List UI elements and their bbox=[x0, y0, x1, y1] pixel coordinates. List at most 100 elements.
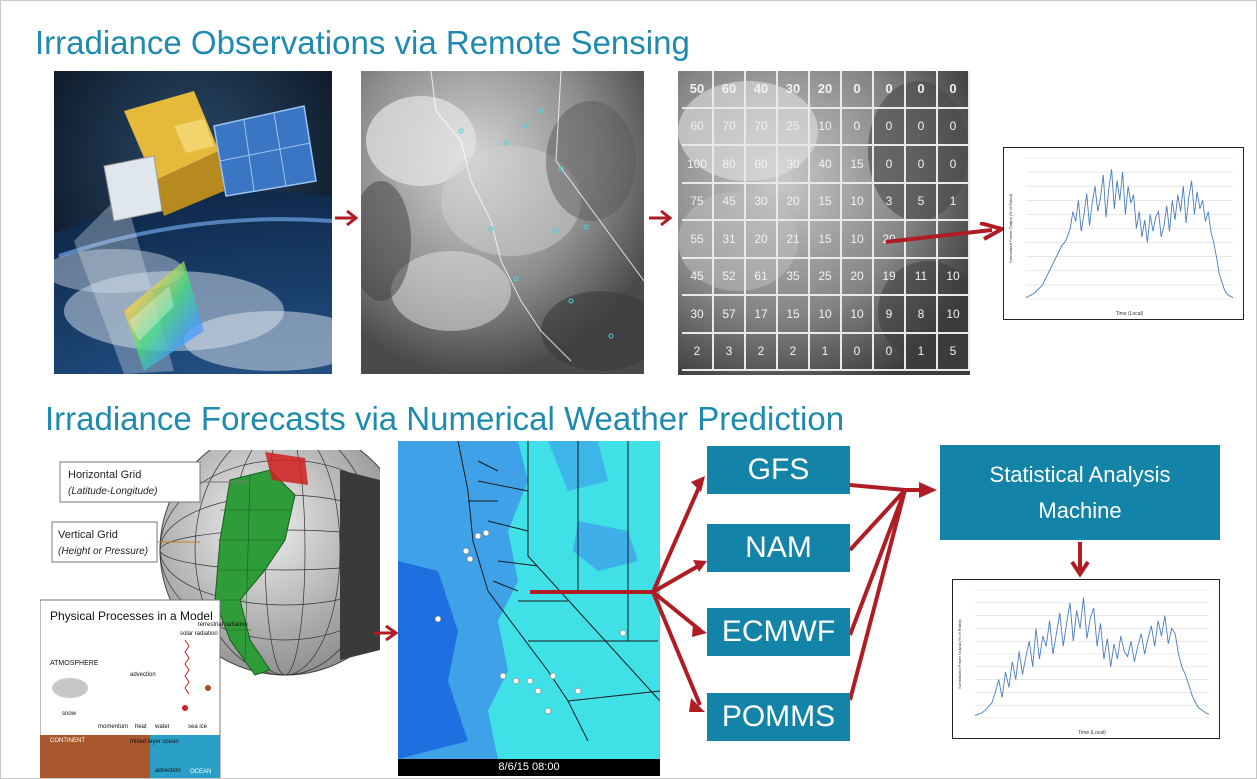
grid-cell: 100 bbox=[682, 146, 714, 184]
model-box-pomms: POMMS bbox=[707, 693, 850, 741]
vertical-grid-label: Vertical Grid bbox=[58, 529, 118, 541]
grid-cell: 2 bbox=[682, 333, 714, 371]
grid-cell: 5 bbox=[906, 183, 938, 221]
grid-cell: 11 bbox=[906, 258, 938, 296]
grid-cell: 5 bbox=[938, 333, 970, 371]
grid-cell: 10 bbox=[842, 221, 874, 259]
grid-cell: 25 bbox=[810, 258, 842, 296]
snow-label: snow bbox=[62, 711, 77, 717]
atmosphere-label: ATMOSPHERE bbox=[50, 660, 99, 667]
gridded-cloud-cover: 50 60 40 30 20 0 0 0 0 60 70 70 25 10 0 0 0 0 100 80 60 30 40 1… bbox=[678, 71, 970, 375]
grid-cell: 60 bbox=[714, 71, 746, 109]
grid-cell: 0 bbox=[874, 71, 906, 109]
arrow-icon bbox=[374, 624, 399, 642]
advection-ocean-label: advection bbox=[155, 768, 181, 774]
grid-cell: 9 bbox=[874, 296, 906, 334]
grid-cell: 80 bbox=[714, 146, 746, 184]
solar-radiation-label: solar radiation bbox=[180, 631, 218, 637]
horizontal-grid-sub: (Latitude-Longitude) bbox=[68, 486, 158, 497]
statistical-analysis-box: Statistical Analysis Machine bbox=[940, 445, 1220, 540]
model-box-gfs: GFS bbox=[707, 446, 850, 494]
grid-cell: 20 bbox=[778, 183, 810, 221]
model-box-nam: NAM bbox=[707, 524, 850, 572]
vertical-grid-sub: (Height or Pressure) bbox=[58, 546, 148, 557]
continent-label: CONTINENT bbox=[50, 738, 85, 744]
arrow-icon bbox=[649, 209, 673, 227]
grid-cell: 10 bbox=[938, 258, 970, 296]
grid-cell: 60 bbox=[746, 146, 778, 184]
statistical-analysis-label: Statistical Analysis Machine bbox=[989, 461, 1171, 523]
momentum-label: momentum bbox=[98, 724, 128, 730]
x-axis-label: Time (Local) bbox=[1078, 730, 1106, 736]
grid-cell: 20 bbox=[810, 71, 842, 109]
grid-cell: 30 bbox=[746, 183, 778, 221]
mixed-layer-ocean-label: mixed layer ocean bbox=[130, 739, 179, 745]
grid-cell: 52 bbox=[714, 258, 746, 296]
grid-cell: 0 bbox=[938, 146, 970, 184]
grid-cell: 61 bbox=[746, 258, 778, 296]
grid-cell: 1 bbox=[938, 183, 970, 221]
sea-ice-label: sea ice bbox=[188, 724, 208, 730]
grid-cell: 0 bbox=[938, 71, 970, 109]
grid-cell: 3 bbox=[714, 333, 746, 371]
grid-cell: 25 bbox=[778, 108, 810, 146]
fanout-arrows bbox=[530, 476, 937, 712]
grid-cell: 10 bbox=[842, 296, 874, 334]
grid-cell: 15 bbox=[842, 146, 874, 184]
grid-cell: 1 bbox=[810, 333, 842, 371]
grid-cell: 15 bbox=[778, 296, 810, 334]
grid-cell: 70 bbox=[714, 108, 746, 146]
x-axis-label: Time (Local) bbox=[1116, 311, 1144, 317]
power-output-chart-observed: Time (Local) Normalized Power Output (% o… bbox=[1003, 147, 1244, 320]
grid-cell: 3 bbox=[874, 183, 906, 221]
forecasts-heading: Irradiance Forecasts via Numerical Weath… bbox=[45, 400, 845, 437]
terrestrial-radiation-label: terrestrial radiation bbox=[198, 622, 248, 628]
grid-cell: 70 bbox=[746, 108, 778, 146]
grid-cell: 17 bbox=[746, 296, 778, 334]
model-grid-diagram: Horizontal Grid (Latitude-Longitude) Ver… bbox=[40, 450, 380, 778]
grid-cell: 75 bbox=[682, 183, 714, 221]
grid-cell: 30 bbox=[682, 296, 714, 334]
grid-cell: 21 bbox=[778, 221, 810, 259]
heat-label: heat bbox=[135, 724, 147, 730]
power-output-chart-forecast: Time (Local) Normalized Power Output (% o… bbox=[952, 579, 1220, 739]
arrow-icon bbox=[885, 222, 1008, 244]
grid-cell: 0 bbox=[906, 146, 938, 184]
grid-cell: 20 bbox=[842, 258, 874, 296]
grid-cell: 35 bbox=[778, 258, 810, 296]
grid-cell: 10 bbox=[842, 183, 874, 221]
arrow-icon bbox=[1070, 542, 1090, 578]
grid-cell: 45 bbox=[714, 183, 746, 221]
grid-cell: 0 bbox=[874, 108, 906, 146]
cloud-imagery bbox=[361, 71, 644, 374]
grid-cell: 30 bbox=[778, 146, 810, 184]
grid-cell: 10 bbox=[938, 296, 970, 334]
grid-cell: 0 bbox=[842, 108, 874, 146]
grid-cell: 19 bbox=[874, 258, 906, 296]
grid-cell: 0 bbox=[842, 71, 874, 109]
grid-cell: 10 bbox=[810, 108, 842, 146]
grid-cell: 0 bbox=[906, 71, 938, 109]
grid-cell: 31 bbox=[714, 221, 746, 259]
grid-cell bbox=[906, 221, 938, 259]
grid-cell: 60 bbox=[682, 108, 714, 146]
water-label: water bbox=[154, 724, 170, 730]
grid-cell: 1 bbox=[906, 333, 938, 371]
y-axis-label: Normalized Power Output (% of Rated) bbox=[957, 619, 962, 689]
grid-cell: 0 bbox=[906, 108, 938, 146]
grid-cell: 30 bbox=[778, 71, 810, 109]
grid-cell: 45 bbox=[682, 258, 714, 296]
power-series-line bbox=[1025, 169, 1234, 299]
grid-cell: 0 bbox=[874, 333, 906, 371]
grid-cell: 10 bbox=[810, 296, 842, 334]
grid-cell: 8 bbox=[906, 296, 938, 334]
arrow-icon bbox=[335, 209, 359, 227]
power-series-line bbox=[974, 597, 1210, 716]
grid-cell: 0 bbox=[842, 333, 874, 371]
grid-cell: 15 bbox=[810, 221, 842, 259]
grid-cell: 2 bbox=[778, 333, 810, 371]
grid-cell: 57 bbox=[714, 296, 746, 334]
grid-cell: 40 bbox=[810, 146, 842, 184]
physical-processes-label: Physical Processes in a Model bbox=[50, 609, 213, 623]
grid-cell: 0 bbox=[938, 108, 970, 146]
